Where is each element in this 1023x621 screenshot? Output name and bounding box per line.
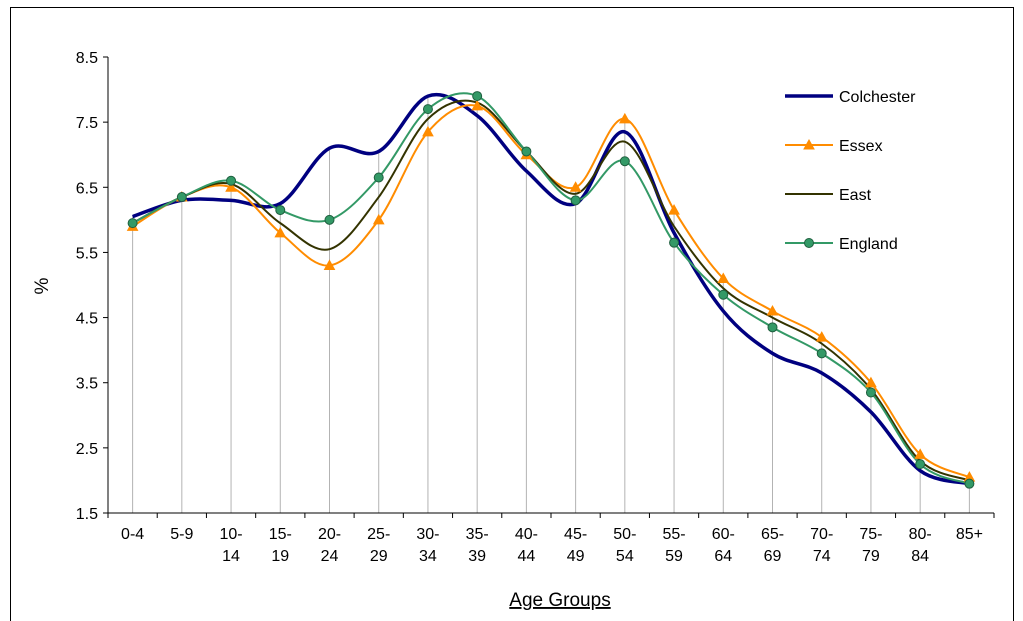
point-england xyxy=(915,459,926,470)
x-tick-label: 85+ xyxy=(956,526,983,543)
y-tick-label: 6.5 xyxy=(76,180,98,197)
point-essex xyxy=(668,204,680,215)
point-essex xyxy=(865,376,877,388)
x-axis-title: Age Groups xyxy=(509,590,610,611)
point-england xyxy=(619,156,630,167)
legend: Colchester Essex East England xyxy=(785,89,916,253)
y-tick-label: 8.5 xyxy=(76,50,98,67)
x-tick-label: 0-4 xyxy=(121,526,144,543)
point-essex xyxy=(717,272,730,283)
point-essex xyxy=(471,99,484,111)
series-line-east xyxy=(132,99,970,482)
legend-label-colchester: Colchester xyxy=(839,89,916,106)
point-england xyxy=(275,205,286,216)
x-tick-label: 20-24 xyxy=(318,526,341,565)
point-england xyxy=(176,192,187,203)
legend-label-east: East xyxy=(839,187,872,204)
x-tick-label: 50-54 xyxy=(613,526,636,565)
point-essex xyxy=(323,259,336,270)
y-tick-label: 5.5 xyxy=(76,245,98,262)
x-tick-label: 15-19 xyxy=(269,526,292,565)
x-tick-label: 10-14 xyxy=(219,526,242,565)
point-england xyxy=(767,322,778,333)
series-line-colchester xyxy=(132,92,970,486)
point-england xyxy=(816,348,827,359)
series-line-essex xyxy=(132,104,970,479)
point-england xyxy=(127,218,138,229)
y-tick-label: 2.5 xyxy=(76,441,98,458)
x-axis-ticks: 0-4 5-9 10-14 15-19 20-24 25-29 30-34 35-39 40-4… xyxy=(107,513,995,565)
legend-marker-essex xyxy=(803,138,815,150)
x-tick-label: 80-84 xyxy=(909,526,932,565)
point-essex xyxy=(372,213,385,225)
point-essex xyxy=(274,226,287,238)
point-england xyxy=(865,387,876,398)
y-tick-label: 7.5 xyxy=(76,115,98,132)
y-axis-ticks: 8.5 7.5 6.5 5.5 4.5 3.5 2.5 1.5 xyxy=(76,50,108,523)
y-tick-label: 3.5 xyxy=(76,376,98,393)
point-england xyxy=(669,237,680,248)
x-tick-label: 60-64 xyxy=(712,526,735,565)
point-england xyxy=(570,195,581,206)
point-essex xyxy=(225,181,237,192)
point-england xyxy=(373,172,384,183)
point-england xyxy=(718,289,729,300)
point-essex xyxy=(914,448,927,459)
legend-marker-england xyxy=(804,238,814,248)
x-tick-label: 65-69 xyxy=(761,526,784,565)
chart-frame xyxy=(10,7,1014,621)
legend-label-essex: Essex xyxy=(839,138,883,155)
series-markers xyxy=(126,91,976,489)
legend-label-england: England xyxy=(839,236,898,253)
axes xyxy=(107,57,994,514)
y-axis-title: % xyxy=(32,277,53,294)
point-essex xyxy=(618,112,631,124)
point-essex xyxy=(766,305,779,316)
x-tick-label: 70-74 xyxy=(810,526,833,565)
point-england xyxy=(521,146,532,157)
point-essex xyxy=(815,331,828,342)
point-england xyxy=(472,91,483,102)
x-tick-label: 30-34 xyxy=(416,526,439,565)
point-england xyxy=(422,104,433,115)
point-england xyxy=(964,478,975,489)
point-essex xyxy=(569,181,582,192)
x-tick-label: 40-44 xyxy=(515,526,538,565)
x-tick-label: 45-49 xyxy=(564,526,587,565)
y-tick-label: 4.5 xyxy=(76,311,98,328)
x-tick-label: 75-79 xyxy=(859,526,882,565)
drop-lines xyxy=(132,96,970,513)
x-tick-label: 5-9 xyxy=(170,526,193,543)
x-tick-label: 55-59 xyxy=(662,526,685,565)
point-essex xyxy=(422,125,434,137)
x-tick-label: 35-39 xyxy=(466,526,489,565)
point-england xyxy=(324,214,335,225)
point-england xyxy=(226,175,237,186)
y-tick-label: 1.5 xyxy=(76,506,98,523)
x-tick-label: 25-29 xyxy=(367,526,390,565)
